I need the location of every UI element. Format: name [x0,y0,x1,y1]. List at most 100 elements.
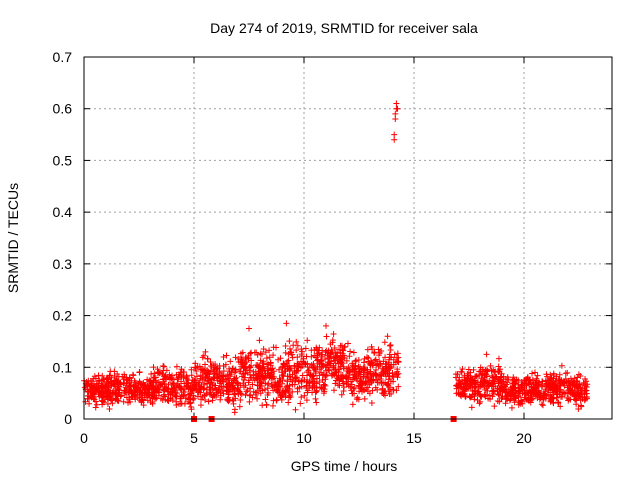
data-point [91,396,98,403]
data-point [562,375,569,382]
data-point [213,366,220,373]
data-point [381,339,388,346]
data-point [579,385,586,392]
data-point [553,378,560,385]
data-point [393,100,400,107]
data-point [349,360,356,367]
data-point [316,344,323,351]
data-point [246,367,253,374]
data-point [483,351,490,358]
data-point [352,365,359,372]
data-point [298,346,305,353]
data-point [374,386,381,393]
data-point [470,366,477,373]
data-point [298,352,305,359]
data-point [542,386,549,393]
data-point [114,377,121,384]
data-point [160,367,167,374]
data-point [346,353,353,360]
data-point [557,403,564,410]
data-point [510,389,517,396]
data-point [153,379,160,386]
data-point [206,384,213,391]
data-point [345,375,352,382]
data-point [335,360,342,367]
data-point [217,389,224,396]
data-point [125,389,132,396]
data-point [225,382,232,389]
data-point [333,369,340,376]
data-point [302,345,309,352]
y-tick-label: 0 [64,411,72,427]
data-point [332,380,339,387]
data-point [186,400,193,407]
data-point [361,359,368,366]
data-point [368,373,375,380]
data-point [303,382,310,389]
data-point [334,356,341,363]
data-point [283,320,290,327]
x-tick-label: 10 [296,430,312,446]
data-point [548,376,555,383]
data-point [231,409,238,416]
data-point [521,377,528,384]
data-point [112,391,119,398]
data-point [471,388,478,395]
data-point [220,390,227,397]
data-point [138,397,145,404]
data-point [340,363,347,370]
data-point [297,400,304,407]
data-point [508,386,515,393]
data-point [185,385,192,392]
data-point [312,389,319,396]
data-point [323,333,330,340]
data-point [219,372,226,379]
data-point [173,363,180,370]
data-point [91,388,98,395]
data-point [260,346,267,353]
data-point [132,389,139,396]
data-point [119,373,126,380]
data-point [288,349,295,356]
data-point [318,351,325,358]
data-point [330,355,337,362]
data-point [192,377,199,384]
data-point [493,375,500,382]
data-point [98,382,105,389]
data-point [394,358,401,365]
data-point [275,366,282,373]
data-point [199,394,206,401]
data-point [517,390,524,397]
y-tick-label: 0.6 [53,101,73,117]
data-point [460,391,467,398]
data-point [556,391,563,398]
data-point [177,369,184,376]
data-point [330,331,337,338]
data-point [309,373,316,380]
data-point [372,356,379,363]
data-point [162,375,169,382]
data-point [199,354,206,361]
data-point [289,388,296,395]
y-tick-label: 0.7 [53,49,73,65]
data-point [257,367,264,374]
data-point [468,404,475,411]
data-point [170,383,177,390]
data-point [220,383,227,390]
data-point [117,379,124,386]
data-point [569,391,576,398]
data-point [584,395,591,402]
data-point [461,380,468,387]
data-point [506,397,513,404]
data-point [262,349,269,356]
data-point [375,352,382,359]
data-point [190,395,197,402]
data-point [387,341,394,348]
data-point [565,382,572,389]
data-point [348,387,355,394]
data-point [324,349,331,356]
data-point [368,343,375,350]
data-point [394,368,401,375]
data-point [109,400,116,407]
data-point [335,376,342,383]
